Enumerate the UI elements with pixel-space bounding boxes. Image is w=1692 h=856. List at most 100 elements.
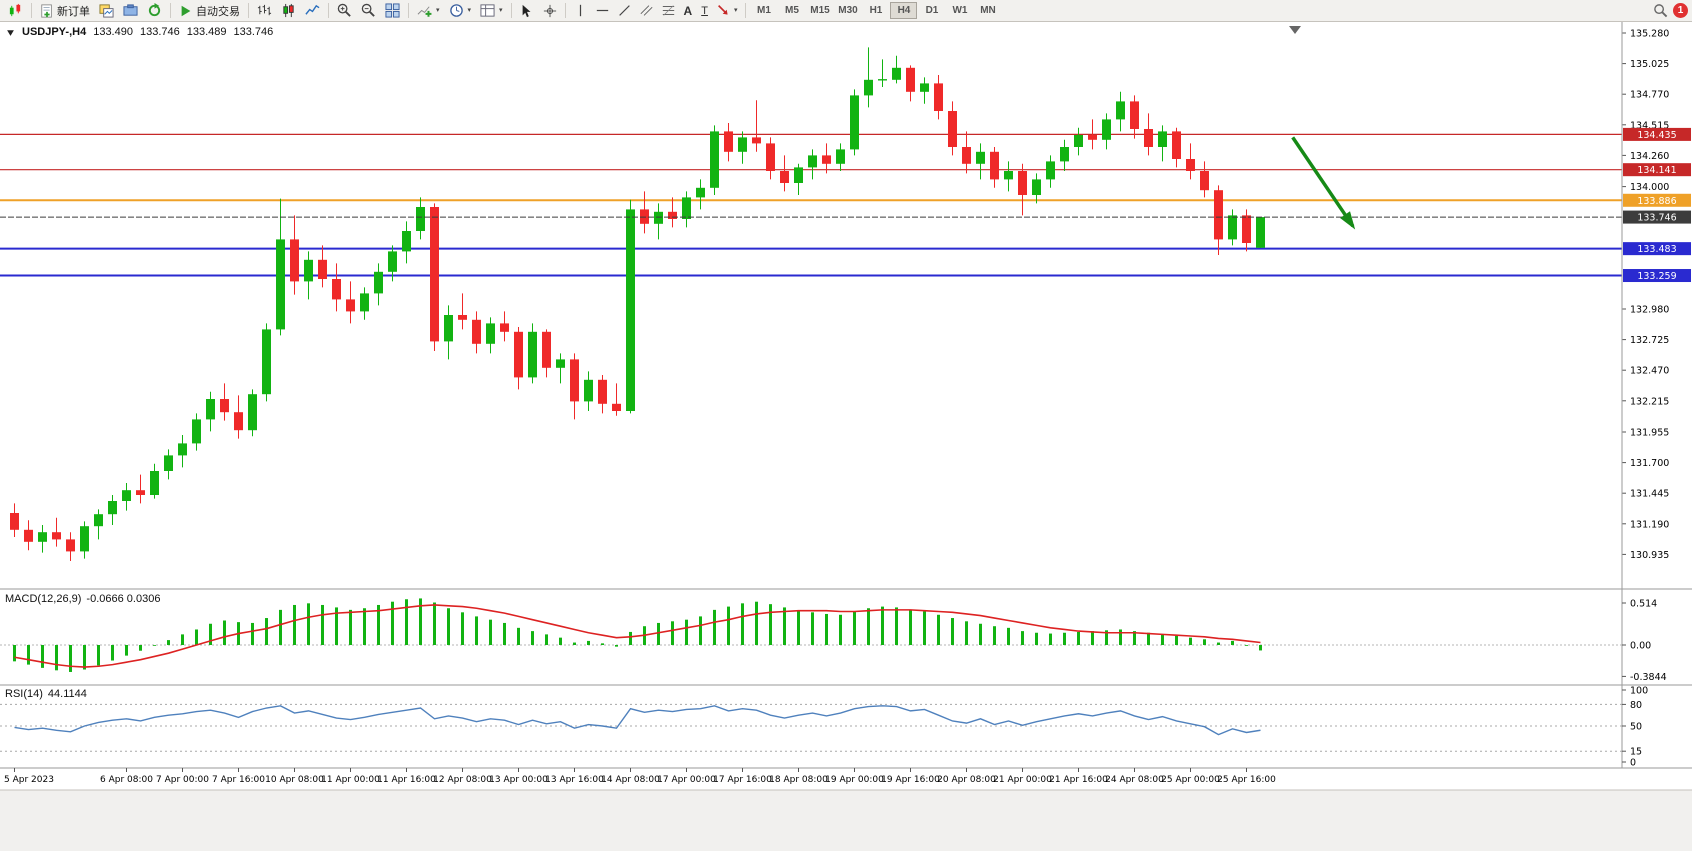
svg-text:133.259: 133.259: [1637, 271, 1676, 282]
refresh-button[interactable]: [143, 1, 166, 20]
svg-text:134.000: 134.000: [1630, 182, 1669, 193]
trendline-tool-button[interactable]: [614, 1, 635, 20]
candlestick-type-icon: [283, 3, 294, 18]
candlestick-type-button[interactable]: [277, 1, 300, 20]
crosshair-tool-button[interactable]: [539, 1, 561, 20]
profiles-button[interactable]: [119, 1, 142, 20]
svg-text:25 Apr 16:00: 25 Apr 16:00: [1217, 775, 1276, 785]
svg-text:15: 15: [1630, 747, 1642, 758]
app-icon: [4, 1, 27, 20]
timeframe-h4-button[interactable]: H4: [890, 2, 918, 19]
tile-windows-button[interactable]: [381, 1, 404, 20]
zoom-in-button[interactable]: [333, 1, 356, 20]
svg-text:13 Apr 16:00: 13 Apr 16:00: [545, 775, 604, 785]
svg-text:134.770: 134.770: [1630, 90, 1669, 101]
svg-text:17 Apr 16:00: 17 Apr 16:00: [713, 775, 772, 785]
arrows-tool-button[interactable]: ▾: [713, 1, 742, 20]
svg-text:132.470: 132.470: [1630, 366, 1669, 377]
svg-text:100: 100: [1630, 686, 1648, 697]
auto-trading-button[interactable]: 自动交易: [175, 1, 244, 20]
timeframe-w1-button[interactable]: W1: [952, 5, 968, 16]
indicators-icon: [417, 6, 432, 17]
chevron-down-icon: ▾: [436, 7, 440, 14]
svg-text:131.955: 131.955: [1630, 428, 1669, 439]
line-chart-type-icon: [305, 4, 320, 15]
chart-window[interactable]: 135.280 135.025 134.770 134.515 134.260 134.0…: [0, 22, 1692, 851]
bottom-filler: [0, 790, 1692, 851]
chart-shift-marker[interactable]: [1289, 26, 1301, 34]
macd-histogram: [13, 598, 1262, 672]
auto-trading-label: 自动交易: [196, 5, 240, 18]
svg-text:0.00: 0.00: [1630, 641, 1651, 652]
timeframe-m1-button[interactable]: M1: [757, 5, 771, 16]
timeframe-mn-button[interactable]: MN: [980, 5, 996, 16]
vertical-line-tool-button[interactable]: [570, 1, 591, 20]
timeframe-m15-button[interactable]: M15: [810, 5, 830, 16]
timeframe-m5-button[interactable]: M5: [785, 5, 799, 16]
main-toolbar: 新订单 自动交易 ▾ ▾ ▾: [0, 0, 1692, 22]
svg-text:132.215: 132.215: [1630, 396, 1669, 407]
rsi-line: [14, 705, 1261, 736]
svg-text:14 Apr 08:00: 14 Apr 08:00: [601, 775, 660, 785]
svg-text:50: 50: [1630, 722, 1642, 733]
trendline-icon: [618, 5, 630, 16]
svg-text:7 Apr 00:00: 7 Apr 00:00: [156, 775, 209, 785]
new-order-label: 新订单: [57, 5, 90, 18]
svg-text:21 Apr 00:00: 21 Apr 00:00: [993, 775, 1052, 785]
macd-axis: 0.514 0.00 -0.3844: [1622, 599, 1667, 683]
chart-canvas[interactable]: 135.280 135.025 134.770 134.515 134.260 134.0…: [0, 22, 1692, 851]
price-badges: 134.435 134.141 133.886 133.483 133.259 133.7…: [1623, 127, 1691, 283]
svg-text:21 Apr 16:00: 21 Apr 16:00: [1049, 775, 1108, 785]
svg-text:0: 0: [1630, 758, 1636, 769]
svg-text:134.515: 134.515: [1630, 120, 1669, 131]
svg-text:19 Apr 16:00: 19 Apr 16:00: [881, 775, 940, 785]
timeframe-d1-button[interactable]: D1: [925, 5, 939, 16]
svg-text:24 Apr 08:00: 24 Apr 08:00: [1105, 775, 1164, 785]
zoom-out-icon: [361, 3, 375, 17]
tile-windows-icon: [385, 3, 400, 18]
fibonacci-icon: [662, 5, 674, 16]
svg-text:0.514: 0.514: [1630, 599, 1657, 610]
trend-arrow-annotation[interactable]: [1291, 136, 1355, 228]
crosshair-icon: [543, 4, 556, 17]
bar-chart-type-button[interactable]: [253, 1, 276, 20]
charts-cascade-button[interactable]: [95, 1, 118, 20]
svg-text:17 Apr 00:00: 17 Apr 00:00: [657, 775, 716, 785]
channel-tool-button[interactable]: [636, 1, 657, 20]
search-icon: [1654, 4, 1668, 18]
arrow-object-icon: [718, 5, 728, 15]
price-level-lines[interactable]: [0, 133, 1622, 277]
svg-text:131.445: 131.445: [1630, 489, 1669, 500]
svg-text:25 Apr 00:00: 25 Apr 00:00: [1161, 775, 1220, 785]
svg-text:135.280: 135.280: [1630, 29, 1669, 40]
timeframe-h1-button[interactable]: H1: [869, 5, 883, 16]
new-order-button[interactable]: 新订单: [36, 1, 94, 20]
svg-text:133.886: 133.886: [1637, 196, 1676, 207]
svg-text:131.700: 131.700: [1630, 458, 1669, 469]
svg-text:133.746: 133.746: [1637, 213, 1676, 224]
label-tool-button[interactable]: T: [701, 4, 708, 17]
search-button[interactable]: [1649, 1, 1672, 20]
templates-button[interactable]: ▾: [476, 1, 507, 20]
time-axis[interactable]: 5 Apr 2023 6 Apr 08:00 7 Apr 00:00 7 Apr 16…: [4, 768, 1276, 785]
svg-text:134.141: 134.141: [1637, 165, 1676, 176]
fibonacci-tool-button[interactable]: [658, 1, 679, 20]
horizontal-line-tool-button[interactable]: [592, 1, 613, 20]
timeframe-m30-button[interactable]: M30: [838, 5, 858, 16]
macd-signal-line: [14, 604, 1261, 668]
text-tool-button[interactable]: A: [683, 3, 693, 18]
toolbar-separator: [745, 3, 747, 18]
clock-icon: [449, 4, 463, 17]
channel-icon: [640, 5, 653, 16]
auto-trading-icon: [181, 5, 191, 16]
indicators-button[interactable]: ▾: [413, 1, 444, 20]
svg-text:132.725: 132.725: [1630, 335, 1669, 346]
svg-text:80: 80: [1630, 700, 1642, 711]
zoom-out-button[interactable]: [357, 1, 380, 20]
profiles-icon: [123, 4, 138, 16]
notification-badge[interactable]: 1: [1673, 3, 1688, 18]
cursor-tool-button[interactable]: [516, 1, 538, 20]
svg-text:134.435: 134.435: [1637, 130, 1676, 141]
periods-button[interactable]: ▾: [445, 1, 476, 20]
line-chart-type-button[interactable]: [301, 1, 324, 20]
